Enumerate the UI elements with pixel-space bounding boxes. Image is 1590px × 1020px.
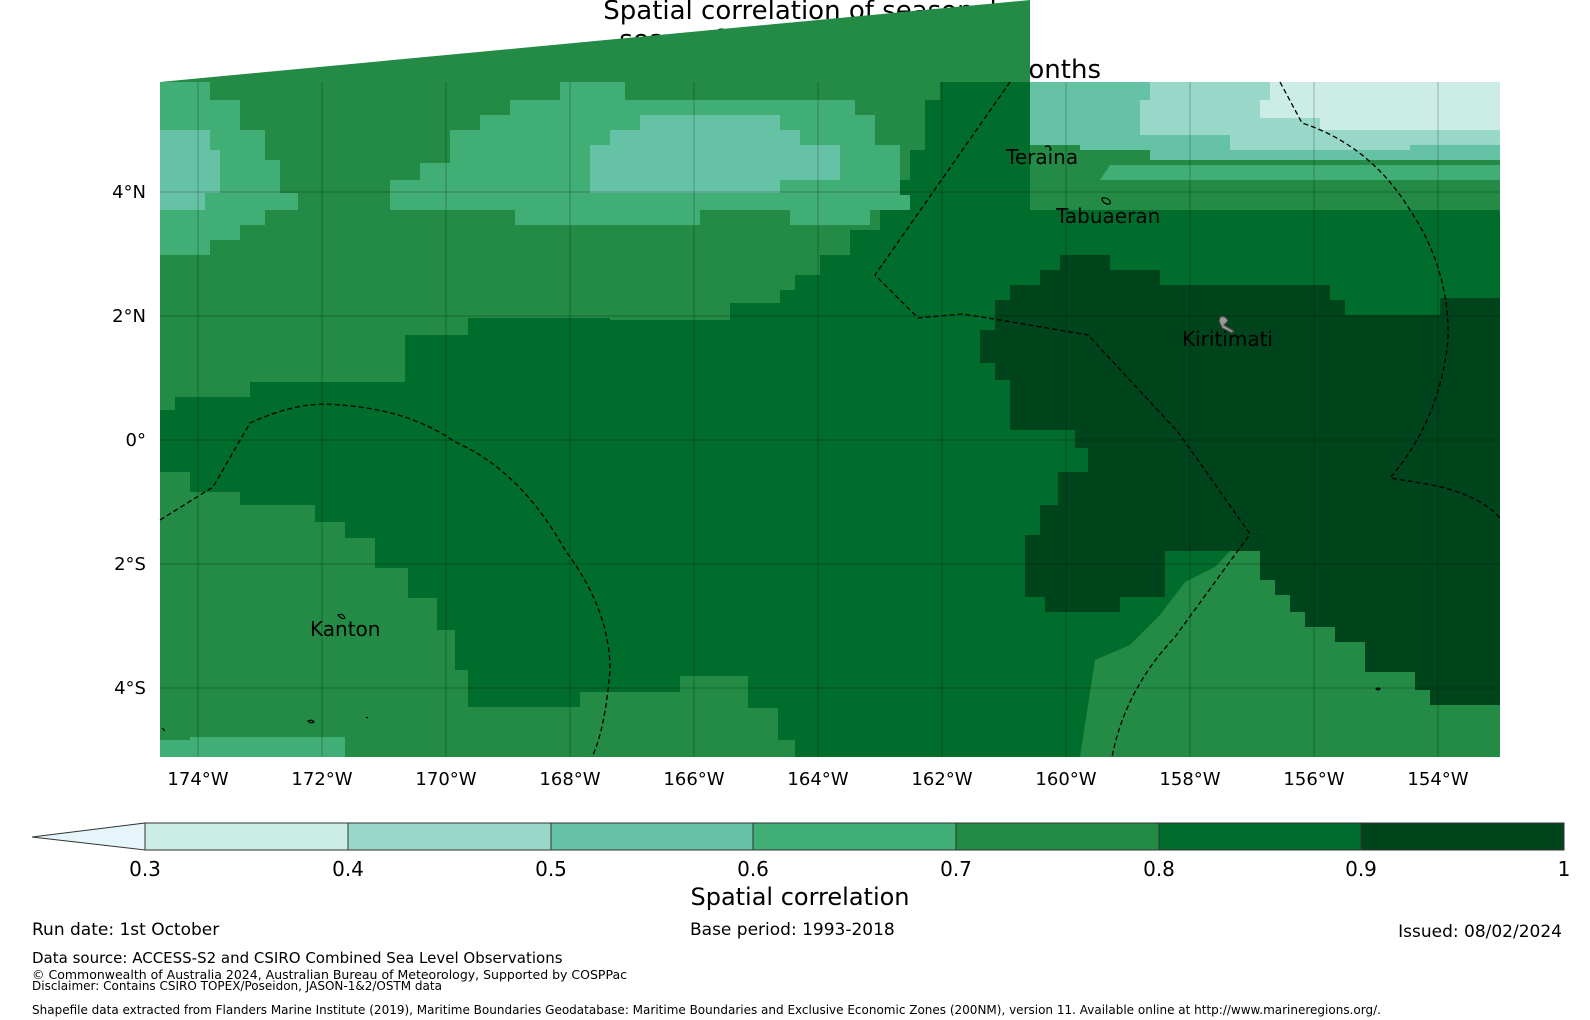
- lat-label-2s: 2°S: [114, 554, 146, 575]
- island-islet: [365, 716, 369, 719]
- eez-boundary-line-islands: [874, 81, 1251, 758]
- colorbar-extend-arrow: [31, 822, 146, 851]
- island-kanton: [337, 613, 346, 620]
- disclaimer: Disclaimer: Contains CSIRO TOPEX/Poseido…: [32, 979, 442, 993]
- lon-label-168w: 168°W: [539, 769, 601, 790]
- island-islet: [306, 719, 315, 724]
- lat-label-0: 0°: [125, 430, 146, 451]
- place-label-teraina: Teraina: [1006, 145, 1079, 169]
- lat-label-4s: 4°S: [114, 678, 146, 699]
- field-region-south-west: [160, 472, 795, 757]
- island-outlines: [161, 145, 1381, 732]
- copyright: © Commonwealth of Australia 2024, Austra…: [32, 967, 627, 982]
- lon-label-174w: 174°W: [167, 769, 229, 790]
- field-region-cell: [1260, 82, 1500, 130]
- colorbar-segment: [347, 822, 552, 851]
- base-period: Base period: 1993-2018: [690, 920, 895, 940]
- colorbar-segment: [1158, 822, 1362, 851]
- field-region-cell: [160, 130, 220, 210]
- eez-boundary-east: [1279, 81, 1501, 519]
- island-tabuaeran: [1101, 197, 1111, 205]
- lat-label-2n: 2°N: [112, 306, 146, 327]
- field-region-cell: [590, 115, 840, 193]
- place-label-tabuaeran: Tabuaeran: [1056, 204, 1161, 228]
- island-islet: [161, 727, 166, 732]
- colorbar-segment: [752, 822, 957, 851]
- colorbar-segment: [1360, 822, 1565, 851]
- colorbar: [31, 822, 1565, 851]
- field-region-cell: [980, 255, 1500, 705]
- lon-label-162w: 162°W: [911, 769, 973, 790]
- colorbar-tick: 0.4: [332, 857, 364, 881]
- lon-label-156w: 156°W: [1283, 769, 1345, 790]
- island-teraina: [1044, 145, 1052, 150]
- lon-label-154w: 154°W: [1407, 769, 1469, 790]
- run-date: Run date: 1st October: [32, 920, 220, 940]
- lon-label-164w: 164°W: [787, 769, 849, 790]
- field-region-cell: [1100, 165, 1500, 180]
- lon-label-172w: 172°W: [291, 769, 353, 790]
- lon-label-166w: 166°W: [663, 769, 725, 790]
- colorbar-segment: [955, 822, 1160, 851]
- field-region-cell: [160, 82, 298, 255]
- field-region-south-east: [1080, 551, 1500, 757]
- lon-label-158w: 158°W: [1159, 769, 1221, 790]
- colorbar-label: Spatial correlation: [690, 883, 910, 911]
- colorbar-tick: 0.9: [1345, 857, 1377, 881]
- place-label-kanton: Kanton: [310, 617, 381, 641]
- shapefile-credit: Shapefile data extracted from Flanders M…: [32, 1003, 1381, 1017]
- place-label-kiritimati: Kiritimati: [1182, 327, 1273, 351]
- colorbar-tick: 0.5: [535, 857, 567, 881]
- data-source: Data source: ACCESS-S2 and CSIRO Combine…: [32, 949, 563, 967]
- island-islet: [1375, 687, 1381, 691]
- field-region-cell: [160, 737, 345, 757]
- colorbar-tick: 1: [1557, 857, 1571, 881]
- lon-label-160w: 160°W: [1035, 769, 1097, 790]
- issued-date: Issued: 08/02/2024: [1398, 922, 1562, 942]
- island-kiritimati: [1218, 315, 1235, 334]
- eez-boundaries: [159, 81, 1501, 758]
- colorbar-tick: 0.7: [940, 857, 972, 881]
- lon-label-170w: 170°W: [415, 769, 477, 790]
- colorbar-tick: 0.6: [737, 857, 769, 881]
- colorbar-segment: [550, 822, 754, 851]
- correlation-field: [160, 0, 1500, 757]
- graticule: [160, 82, 1500, 757]
- lat-label-4n: 4°N: [112, 182, 146, 203]
- colorbar-segment: [144, 822, 349, 851]
- colorbar-tick: 0.8: [1143, 857, 1175, 881]
- eez-boundary-kanton: [159, 403, 611, 758]
- colorbar-tick: 0.3: [129, 857, 161, 881]
